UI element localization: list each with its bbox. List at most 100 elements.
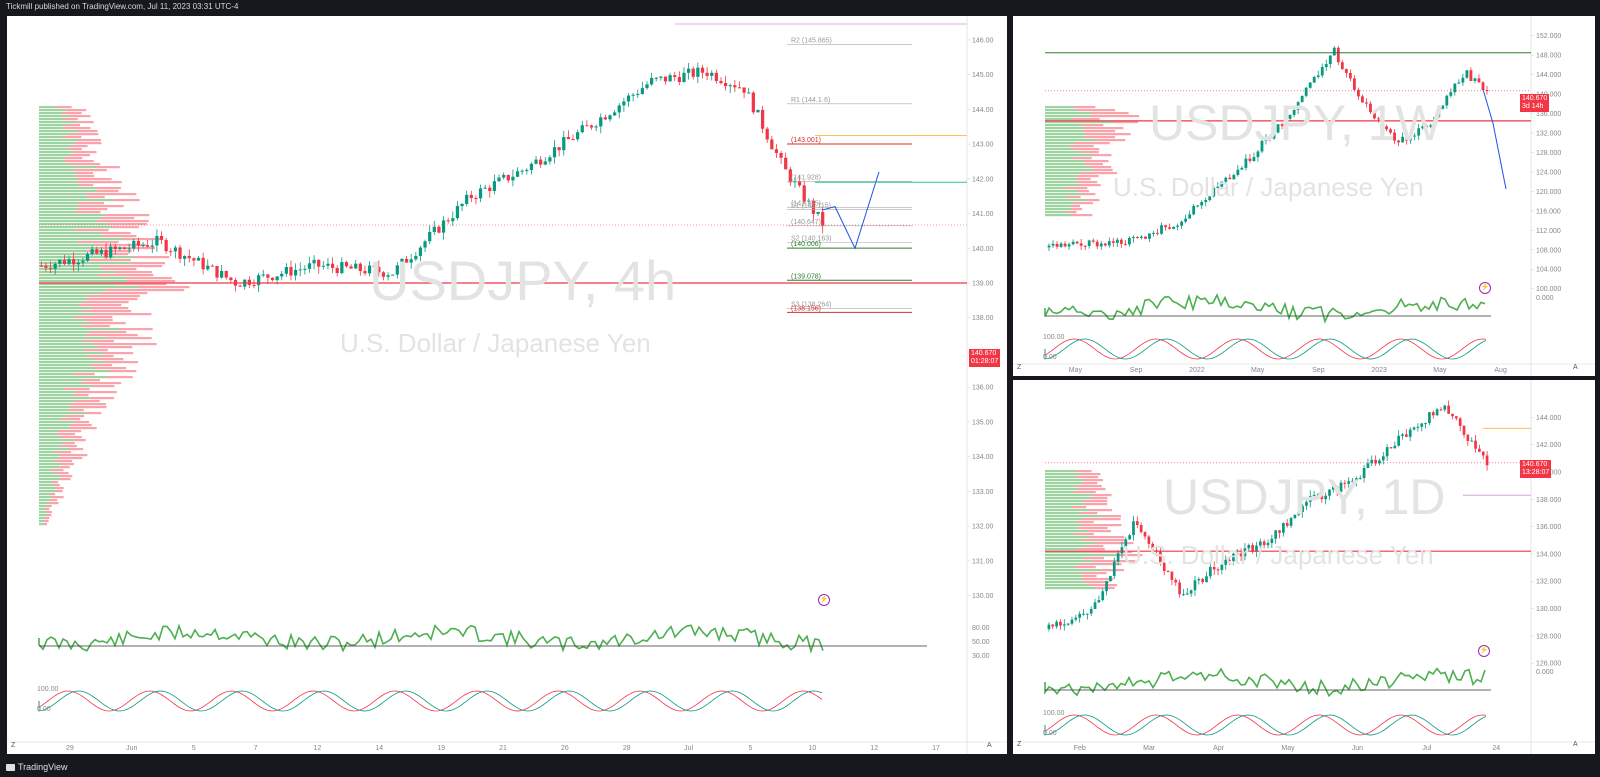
- volume-profile-bar: [39, 397, 90, 400]
- candle-body: [1348, 72, 1352, 79]
- candle-body: [335, 267, 339, 274]
- candle-body: [1416, 426, 1420, 428]
- tradingview-logo[interactable]: TradingView: [6, 762, 68, 772]
- chart-1d-canvas[interactable]: 144.000142.000140.000138.000136.000134.0…: [1013, 380, 1595, 754]
- candle-body: [1412, 427, 1416, 430]
- volume-profile-bar: [39, 226, 113, 229]
- volume-profile-bar: [92, 385, 115, 388]
- events-icon[interactable]: ⚡: [818, 594, 830, 606]
- events-icon[interactable]: ⚡: [1479, 282, 1491, 294]
- candle-body: [1067, 244, 1071, 247]
- volume-profile-bar: [87, 259, 131, 262]
- volume-profile-bar: [1045, 166, 1091, 169]
- auto-scale-button[interactable]: A: [1573, 741, 1578, 748]
- candle-body: [1320, 67, 1324, 76]
- pivot-level-label: (140.647): [791, 219, 821, 226]
- y-tick-label: 131.00: [972, 558, 994, 565]
- volume-profile-bar: [39, 247, 101, 250]
- chart-panel-1w[interactable]: 152.000148.000144.000140.000136.000132.0…: [1013, 16, 1595, 376]
- candle-body: [1228, 559, 1231, 561]
- candle-body: [617, 105, 621, 113]
- volume-profile-bar: [39, 214, 106, 217]
- volume-profile-bar: [39, 382, 82, 385]
- volume-profile-bar: [39, 211, 75, 214]
- volume-profile-bar: [39, 223, 107, 226]
- tradingview-icon: [6, 763, 15, 771]
- pivot-level-label: (138.156): [791, 305, 821, 312]
- volume-profile-bar: [39, 421, 75, 424]
- zoom-button[interactable]: Z: [11, 742, 16, 749]
- events-icon[interactable]: ⚡: [1478, 645, 1490, 657]
- candle-body: [284, 267, 288, 274]
- volume-profile-bar: [60, 463, 75, 466]
- volume-profile-bar: [39, 277, 127, 280]
- candle-body: [1305, 501, 1308, 506]
- volume-profile-bar: [48, 499, 58, 502]
- volume-profile-bar: [1045, 584, 1090, 587]
- zoom-button[interactable]: Z: [1017, 741, 1022, 748]
- candle-body: [247, 279, 251, 285]
- candle-body: [1178, 582, 1181, 595]
- zoom-button[interactable]: Z: [1017, 364, 1022, 371]
- volume-profile-bar: [1045, 536, 1091, 539]
- volume-profile-bar: [1071, 214, 1093, 217]
- volume-profile-bar: [77, 172, 94, 175]
- candle-body: [1389, 447, 1393, 449]
- x-tick-label: 10: [808, 745, 816, 752]
- volume-profile-bar: [39, 406, 72, 409]
- volume-profile-bar: [1080, 124, 1104, 127]
- x-tick-label: 5: [749, 745, 753, 752]
- candle-body: [1093, 602, 1097, 610]
- volume-profile-bar: [120, 328, 153, 331]
- auto-scale-button[interactable]: A: [1573, 364, 1578, 371]
- volume-profile-bar: [44, 520, 49, 523]
- candle-body: [1278, 530, 1281, 533]
- volume-profile-bar: [69, 163, 101, 166]
- brand-name: TradingView: [18, 762, 68, 772]
- y-tick-label: 138.00: [972, 315, 994, 322]
- candle-body: [719, 80, 723, 84]
- volume-profile-bar: [1045, 488, 1080, 491]
- volume-profile-bar: [1070, 205, 1081, 208]
- y-tick-label: 136.00: [972, 385, 994, 392]
- volume-profile-bar: [1045, 157, 1073, 160]
- volume-profile-bar: [1045, 587, 1097, 590]
- volume-profile-bar: [1096, 542, 1134, 545]
- candle-body: [81, 260, 85, 263]
- y-tick-label: 100.000: [1536, 286, 1561, 293]
- y-tick-label: 130.000: [1536, 606, 1561, 613]
- chart-1w-canvas[interactable]: 152.000148.000144.000140.000136.000132.0…: [1013, 16, 1595, 376]
- pivot-level-label: (143.001): [791, 137, 821, 144]
- candle-body: [1166, 571, 1170, 573]
- volume-profile-bar: [1084, 479, 1103, 482]
- auto-scale-button[interactable]: A: [987, 742, 992, 749]
- candle-body: [562, 137, 566, 151]
- y-tick-label: 145.00: [972, 72, 994, 79]
- candle-body: [1251, 545, 1254, 552]
- volume-profile-bar: [44, 508, 50, 511]
- candle-body: [1255, 545, 1258, 552]
- candle-body: [774, 149, 779, 153]
- volume-profile-bar: [1045, 551, 1091, 554]
- candle-body: [580, 125, 584, 133]
- candle-body: [1120, 547, 1124, 554]
- volume-profile-bar: [89, 322, 126, 325]
- candle-body: [1328, 489, 1331, 496]
- volume-profile-bar: [39, 409, 70, 412]
- candle-body: [788, 169, 792, 183]
- candle-body: [1401, 434, 1404, 436]
- chart-4h-canvas[interactable]: 146.00145.00144.00143.00142.00141.00140.…: [7, 16, 1007, 754]
- candle-body: [1160, 225, 1163, 234]
- volume-profile-bar: [39, 394, 73, 397]
- candle-body: [1172, 226, 1175, 229]
- volume-profile-bar: [39, 499, 49, 502]
- candle-body: [58, 259, 62, 264]
- candle-body: [1136, 237, 1139, 239]
- candle-body: [1079, 243, 1083, 246]
- candle-body: [1316, 494, 1320, 496]
- pivot-level-label: (141.175): [791, 200, 821, 207]
- volume-profile-bar: [39, 334, 86, 337]
- chart-panel-1d[interactable]: 144.000142.000140.000138.000136.000134.0…: [1013, 380, 1595, 754]
- volume-profile-bar: [65, 109, 87, 112]
- chart-panel-4h[interactable]: 146.00 145.00 144.00 143.00 142.00 141.00 140.…: [7, 16, 1007, 754]
